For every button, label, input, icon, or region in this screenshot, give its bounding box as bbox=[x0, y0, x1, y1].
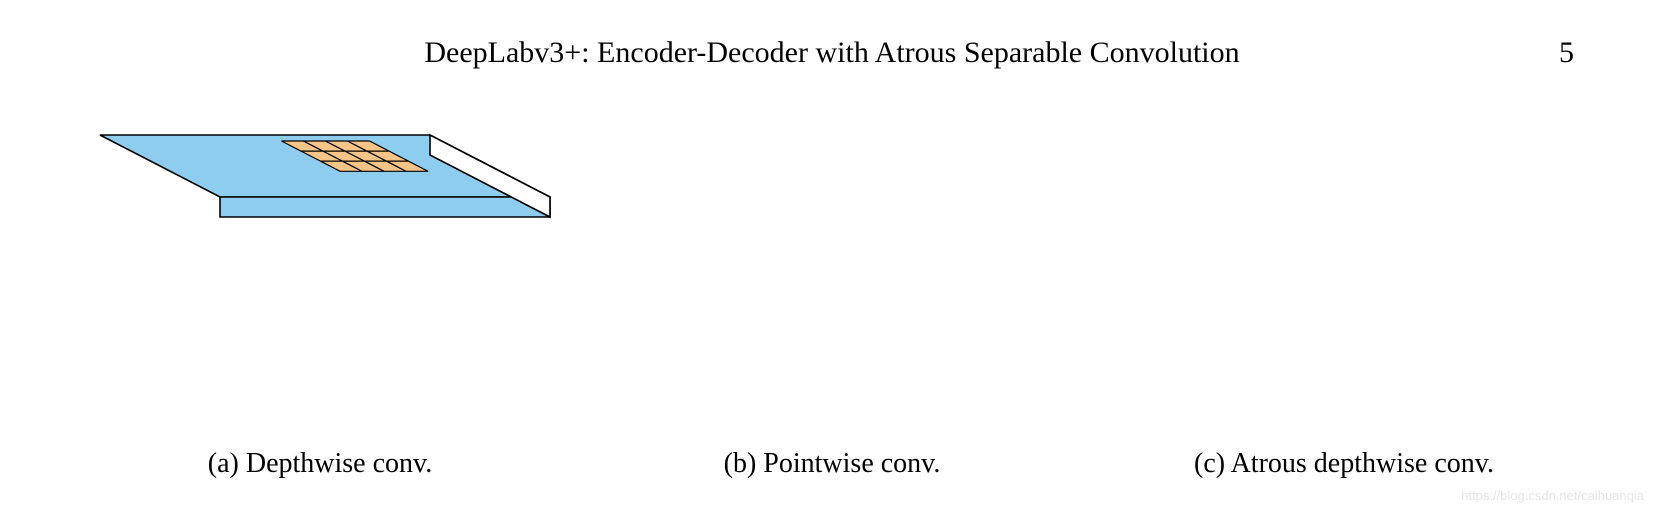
page: DeepLabv3+: Encoder-Decoder with Atrous … bbox=[0, 0, 1664, 509]
caption-c: (c) Atrous depthwise conv. bbox=[1104, 448, 1584, 480]
caption-b: (b) Pointwise conv. bbox=[592, 448, 1072, 480]
page-number: 5 bbox=[1559, 36, 1574, 70]
header-title: DeepLabv3+: Encoder-Decoder with Atrous … bbox=[424, 36, 1239, 70]
panel-b: (b) Pointwise conv. bbox=[592, 110, 1072, 480]
panel-a: (a) Depthwise conv. bbox=[80, 110, 560, 480]
watermark: https://blog.csdn.net/caihuanqia bbox=[1461, 488, 1644, 503]
diagram-row: (a) Depthwise conv. (b) Pointwise conv. … bbox=[80, 110, 1584, 480]
depthwise-conv-diagram bbox=[80, 110, 560, 430]
atrous-depthwise-conv-diagram bbox=[1104, 110, 1584, 430]
pointwise-conv-diagram bbox=[592, 110, 1072, 430]
page-header: DeepLabv3+: Encoder-Decoder with Atrous … bbox=[0, 36, 1664, 70]
panel-c: (c) Atrous depthwise conv. bbox=[1104, 110, 1584, 480]
caption-a: (a) Depthwise conv. bbox=[80, 448, 560, 480]
